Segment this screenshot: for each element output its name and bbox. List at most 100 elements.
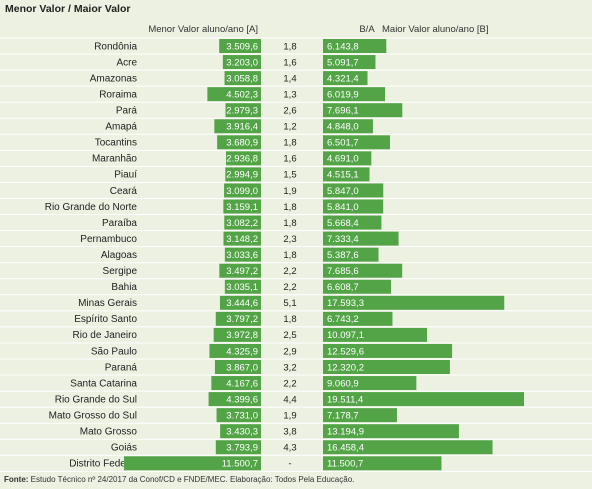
max-value-label: 5.387,6: [327, 250, 359, 261]
ratio-value: 1,8: [283, 202, 296, 213]
ratio-value: 1,3: [283, 89, 296, 100]
min-value-bar: [219, 263, 261, 278]
max-value-bar: [323, 55, 376, 70]
max-value-label: 12.320,2: [327, 362, 364, 373]
ratio-value: 3,2: [283, 362, 296, 373]
max-value-bar: [323, 311, 393, 326]
min-value-header: Menor Valor aluno/ano [A]: [148, 24, 258, 35]
min-value-label: 3.680,9: [226, 138, 258, 149]
max-value-label: 4.848,0: [327, 122, 359, 133]
max-value-label: 4.691,0: [327, 154, 359, 165]
min-value-bar: [213, 327, 261, 342]
max-value-bar: [323, 263, 403, 278]
max-value-bar: [323, 199, 384, 214]
state-label: Tocantins: [95, 138, 137, 149]
min-value-label: 2.994,9: [226, 170, 258, 181]
state-label: Mato Grosso do Sul: [49, 410, 137, 421]
state-label: Santa Catarina: [70, 378, 137, 389]
min-value-label: 3.867,0: [226, 362, 258, 373]
ratio-value: -: [288, 459, 291, 470]
state-label: Alagoas: [101, 250, 137, 261]
min-value-bar: [215, 311, 261, 326]
ratio-value: 1,8: [283, 314, 296, 325]
min-value-bar: [222, 55, 261, 70]
state-label: Sergipe: [103, 266, 138, 277]
min-value-label: 3.793,9: [226, 443, 258, 454]
ratio-value: 2,5: [283, 330, 296, 341]
max-value-label: 12.529,6: [327, 346, 364, 357]
state-label: Rio Grande do Sul: [55, 394, 137, 405]
max-value-bar: [323, 392, 524, 407]
min-value-bar: [220, 424, 261, 439]
max-value-label: 10.097,1: [327, 330, 364, 341]
ratio-value: 1,8: [283, 138, 296, 149]
max-value-label: 6.743,2: [327, 314, 359, 325]
max-value-bar: [323, 103, 403, 118]
min-value-label: 3.797,2: [226, 314, 258, 325]
max-value-bar: [323, 151, 372, 166]
max-value-bar: [323, 295, 505, 310]
state-label: Bahia: [111, 282, 137, 293]
max-value-label: 7.333,4: [327, 234, 359, 245]
ratio-value: 2,9: [283, 346, 296, 357]
max-value-bar: [323, 247, 379, 262]
state-label: Piauí: [114, 170, 137, 181]
max-value-bar: [323, 424, 459, 439]
max-value-label: 9.060,9: [327, 378, 359, 389]
max-value-label: 6.608,7: [327, 282, 359, 293]
ratio-value: 1,9: [283, 186, 296, 197]
min-value-bar: [224, 247, 261, 262]
ratio-value: 2,3: [283, 234, 296, 245]
max-value-label: 4.321,4: [327, 73, 359, 84]
ratio-value: 1,8: [283, 41, 296, 52]
min-value-label: 3.082,2: [226, 218, 258, 229]
state-label: Ceará: [110, 186, 138, 197]
state-label: Amazonas: [90, 73, 137, 84]
max-value-label: 7.696,1: [327, 106, 359, 117]
max-value-bar: [323, 456, 442, 471]
min-value-bar: [223, 199, 261, 214]
min-value-bar: [224, 71, 261, 86]
max-value-label: 11.500,7: [327, 459, 363, 470]
min-value-label: 2.936,8: [226, 154, 258, 165]
min-value-label: 3.444,6: [226, 298, 258, 309]
max-value-bar: [323, 119, 373, 134]
min-value-label: 3.916,4: [226, 122, 258, 133]
max-value-header: Maior Valor aluno/ano [B]: [382, 24, 489, 35]
state-label: Amapá: [105, 122, 137, 133]
ratio-value: 2,6: [283, 106, 296, 117]
ratio-value: 2,2: [283, 266, 296, 277]
min-value-label: 3.509,6: [226, 41, 258, 52]
state-label: Espírito Santo: [74, 314, 137, 325]
state-label: Paraná: [105, 362, 138, 373]
ratio-value: 1,4: [283, 73, 296, 84]
max-value-bar: [323, 71, 368, 86]
min-value-bar: [207, 87, 261, 102]
ratio-value: 1,2: [283, 122, 296, 133]
max-value-label: 5.091,7: [327, 57, 359, 68]
min-value-label: 3.058,8: [226, 73, 258, 84]
ratio-value: 1,8: [283, 218, 296, 229]
state-label: Pará: [116, 106, 138, 117]
min-value-bar: [214, 360, 261, 374]
min-value-bar: [225, 103, 261, 118]
max-value-bar: [323, 440, 493, 455]
state-label: Paraíba: [102, 218, 137, 229]
min-value-bar: [223, 231, 261, 246]
state-label: Maranhão: [92, 154, 137, 165]
max-value-bar: [323, 215, 382, 230]
max-value-bar: [323, 279, 392, 294]
min-value-bar: [214, 119, 261, 134]
min-value-label: 11.500,7: [222, 459, 258, 470]
ratio-header: B/A: [359, 24, 375, 35]
source-text: Estudo Técnico nº 24/2017 da Conof/CD e …: [28, 475, 355, 484]
state-label: Mato Grosso: [80, 427, 138, 438]
min-value-bar: [208, 392, 261, 407]
max-value-bar: [323, 183, 384, 198]
max-value-label: 6.143,8: [327, 41, 359, 52]
min-value-bar: [217, 135, 261, 150]
max-value-bar: [323, 327, 428, 342]
state-label: Roraima: [99, 89, 137, 100]
ratio-value: 1,6: [283, 154, 296, 165]
